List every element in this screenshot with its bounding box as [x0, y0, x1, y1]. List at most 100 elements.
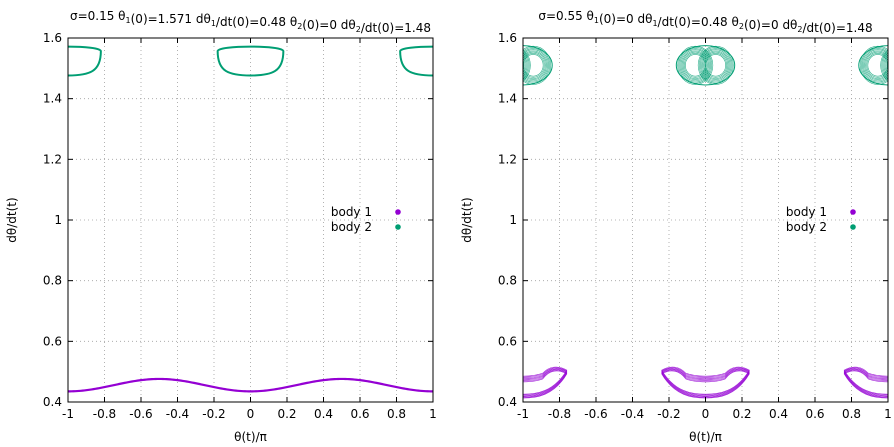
y-tick-label: 1.6: [498, 31, 517, 45]
lobe-strand: [698, 47, 733, 84]
orbit-loop: [68, 45, 102, 77]
y-axis-label: dθ/dt(t): [460, 197, 474, 242]
lobe-strand: [523, 48, 549, 83]
orbit-lobes: [523, 45, 553, 86]
band-strand: [523, 366, 568, 395]
legend-label: body 2: [331, 220, 372, 234]
lobe-strand: [885, 57, 888, 73]
chart-right: σ=0.55 θ1(0)=0 dθ1/dt(0)=0.48 θ2(0)=0 dθ…: [460, 9, 892, 444]
x-axis-label: θ(t)/π: [689, 430, 722, 444]
lobe-strand: [865, 51, 888, 79]
lobe-outline: [858, 45, 888, 86]
x-tick-label: 0.4: [314, 407, 333, 421]
lobe-strand: [683, 52, 707, 78]
x-tick-label: 0: [247, 407, 255, 421]
band-strand: [661, 368, 750, 396]
lobe-strand: [701, 49, 731, 82]
x-tick-label: -0.6: [584, 407, 607, 421]
lobe-strand: [886, 59, 888, 71]
orbit-band: [523, 366, 568, 399]
band-strand: [661, 370, 750, 399]
lobe-strand: [678, 47, 713, 84]
band-strand: [661, 370, 750, 398]
band-strand: [523, 368, 568, 397]
lobe-strand: [700, 48, 732, 83]
x-axis-label: θ(t)/π: [234, 430, 267, 444]
orbit-band: [843, 366, 888, 399]
series-body-2: [68, 45, 433, 77]
band-strand: [661, 366, 750, 395]
legend-label: body 2: [786, 220, 827, 234]
legend-marker: [395, 209, 401, 215]
lobe-strand: [862, 48, 888, 83]
lobe-strand: [884, 55, 888, 75]
y-tick-label: 0.4: [43, 395, 62, 409]
y-tick-label: 1.4: [43, 92, 62, 106]
lobe-strand: [863, 49, 888, 82]
legend-marker: [850, 224, 856, 230]
band-strand: [843, 366, 888, 395]
x-tick-label: -0.4: [621, 407, 644, 421]
x-tick-label: 0.2: [732, 407, 751, 421]
lobe-strand: [523, 51, 546, 79]
lobe-outline: [675, 45, 736, 86]
lobe-strand: [859, 45, 888, 85]
x-tick-label: 0.4: [769, 407, 788, 421]
plot-frame: [522, 37, 889, 403]
y-axis-label: dθ/dt(t): [5, 197, 19, 242]
orbit-band: [661, 366, 750, 399]
lobe-strand: [697, 45, 734, 85]
band-strand: [843, 368, 888, 397]
y-tick-label: 1: [54, 213, 62, 227]
chart-left: σ=0.15 θ1(0)=1.571 dθ1/dt(0)=0.48 θ2(0)=…: [5, 9, 437, 444]
band-strand: [843, 369, 888, 398]
orbit-lobes: [858, 45, 888, 86]
x-tick-label: -1: [517, 407, 529, 421]
x-tick-label: -1: [62, 407, 74, 421]
lobe-strand: [523, 64, 524, 67]
lobe-strand: [685, 54, 706, 77]
x-tick-label: 0.6: [350, 407, 369, 421]
series-line: [68, 377, 433, 393]
y-tick-label: 0.4: [498, 395, 517, 409]
lobe-strand: [866, 52, 888, 78]
lobe-strand: [523, 57, 526, 73]
lobe-strand: [682, 51, 708, 79]
series-body-1: [68, 377, 433, 393]
band-strand: [843, 367, 888, 396]
band-strand: [661, 368, 750, 397]
lobe-strand: [523, 52, 545, 78]
chart-title: σ=0.15 θ1(0)=1.571 dθ1/dt(0)=0.48 θ2(0)=…: [70, 9, 431, 35]
lobe-strand: [703, 51, 729, 79]
band-strand: [661, 369, 750, 398]
x-tick-label: 0.8: [387, 407, 406, 421]
legend-marker: [395, 224, 401, 230]
lobe-strand: [523, 47, 550, 84]
band-strand: [523, 370, 568, 398]
lobe-strand: [882, 52, 888, 79]
y-tick-label: 0.8: [498, 274, 517, 288]
legend-marker: [850, 209, 856, 215]
lobe-strand: [681, 50, 709, 80]
y-tick-label: 1.2: [498, 152, 517, 166]
lobe-strand: [883, 53, 888, 77]
x-tick-label: 0.2: [277, 407, 296, 421]
lobe-strand: [680, 49, 710, 82]
lobe-outline: [523, 45, 553, 86]
lobe-strand: [677, 45, 714, 85]
series-body-1: [523, 366, 888, 399]
x-tick-label: 1: [429, 407, 437, 421]
lobe-strand: [705, 54, 726, 77]
band-strand: [523, 368, 568, 396]
band-strand: [523, 367, 568, 396]
band-strand: [523, 369, 568, 398]
lobe-strand: [523, 45, 552, 85]
series-body-2: [523, 45, 888, 86]
lobe-strand: [523, 50, 547, 80]
chart-title: σ=0.55 θ1(0)=0 dθ1/dt(0)=0.48 θ2(0)=0 dθ…: [538, 9, 872, 35]
orbit-loop: [399, 45, 433, 77]
lobe-strand: [881, 50, 888, 80]
lobe-strand: [523, 50, 530, 80]
lobe-strand: [861, 47, 888, 84]
lobe-strand: [864, 50, 888, 80]
